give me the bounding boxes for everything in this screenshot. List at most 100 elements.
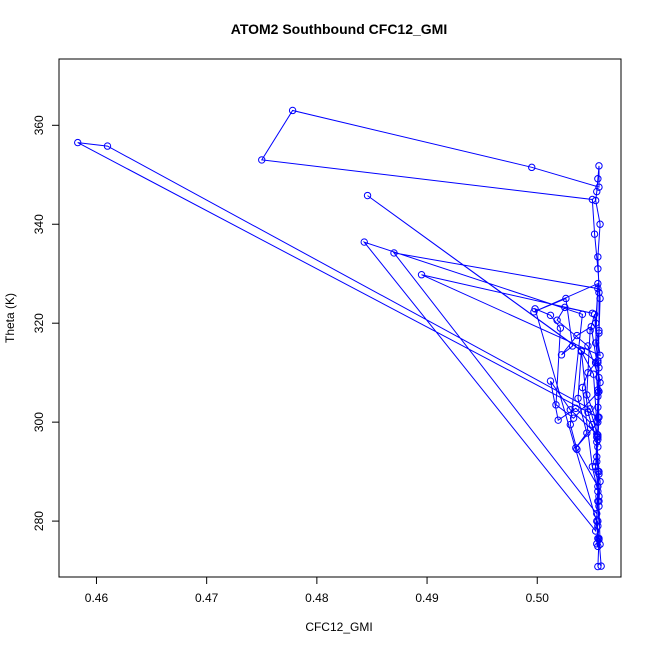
data-point [594, 435, 602, 444]
y-tick-label: 340 [32, 214, 46, 234]
data-point [596, 220, 604, 228]
data-point [595, 183, 603, 191]
data-point [583, 391, 591, 399]
data-point [288, 106, 297, 115]
data-point [584, 342, 592, 350]
y-tick-label: 320 [32, 313, 46, 333]
data-point [595, 502, 603, 510]
data-point [546, 311, 555, 319]
data-point [595, 413, 603, 421]
data-point [103, 142, 112, 150]
data-point [588, 420, 597, 429]
data-point [591, 339, 600, 347]
chart-title: ATOM2 Southbound CFC12_GMI [231, 21, 447, 37]
data-point [593, 517, 601, 525]
data-point [557, 351, 566, 359]
data-point [74, 138, 82, 147]
data-point [595, 492, 603, 501]
data-point [588, 195, 597, 204]
data-point [528, 163, 536, 172]
data-point [561, 303, 569, 312]
data-point [530, 308, 538, 316]
data-point [572, 444, 580, 452]
data-point [595, 535, 603, 544]
data-point [593, 458, 601, 466]
data-point [595, 326, 603, 335]
data-point [258, 156, 266, 164]
data-point [595, 467, 603, 476]
data-point [596, 378, 604, 387]
data-point [594, 253, 602, 261]
x-axis-label: CFC12_GMI [305, 620, 372, 634]
y-tick-label: 300 [32, 412, 46, 432]
data-point [594, 534, 602, 543]
x-axis: 0.46 0.47 0.48 0.49 0.50 [85, 576, 550, 605]
y-axis: 280 300 320 340 360 [32, 115, 60, 531]
x-tick-label: 0.50 [526, 591, 550, 605]
data-point [595, 329, 603, 337]
data-point [595, 373, 603, 382]
data-point [578, 310, 587, 318]
x-tick-label: 0.48 [305, 591, 329, 605]
data-point [594, 433, 602, 441]
data-point [569, 414, 578, 422]
y-axis-label: Theta (K) [3, 293, 17, 343]
data-point [594, 431, 602, 439]
x-tick-label: 0.46 [85, 591, 109, 605]
data-point [591, 527, 600, 535]
data-point [556, 324, 565, 332]
data-point [593, 187, 601, 196]
data-point [593, 509, 601, 518]
data-point [596, 477, 604, 486]
data-point [566, 406, 575, 414]
data-point [574, 394, 582, 403]
series-layer [74, 106, 605, 571]
data-point [546, 377, 555, 385]
data-point [568, 342, 577, 350]
x-tick-label: 0.49 [415, 591, 439, 605]
data-point [590, 230, 599, 238]
data-point [363, 191, 372, 200]
data-point [594, 386, 602, 394]
data-point [589, 370, 598, 378]
data-point [590, 310, 599, 318]
data-point [594, 482, 602, 491]
data-point [566, 420, 575, 429]
y-tick-label: 360 [32, 115, 46, 135]
data-point [595, 470, 603, 478]
data-point [594, 279, 602, 288]
data-point [360, 238, 368, 246]
data-point [594, 403, 602, 412]
data-point [593, 453, 601, 461]
data-point [573, 445, 581, 454]
data-point [594, 542, 602, 551]
data-point [594, 359, 602, 367]
data-point [572, 404, 580, 412]
data-point [578, 383, 587, 392]
data-point [594, 388, 602, 397]
data-point [417, 271, 426, 279]
data-point [586, 326, 594, 335]
data-point [552, 401, 560, 409]
data-point [591, 359, 600, 367]
data-point [594, 284, 602, 293]
data-point [594, 265, 602, 273]
data-point [597, 562, 605, 570]
data-point [596, 294, 604, 303]
data-point [554, 416, 562, 424]
data-point [594, 175, 602, 183]
data-point [573, 331, 581, 340]
x-tick-label: 0.47 [195, 591, 219, 605]
data-point [591, 462, 600, 471]
data-point [594, 487, 602, 496]
data-point [577, 347, 586, 356]
data-point [594, 357, 602, 365]
data-point [595, 497, 603, 506]
data-point [553, 316, 561, 324]
data-point [587, 322, 595, 331]
data-point [390, 249, 398, 257]
data-point [594, 522, 602, 530]
data-point [586, 405, 594, 413]
